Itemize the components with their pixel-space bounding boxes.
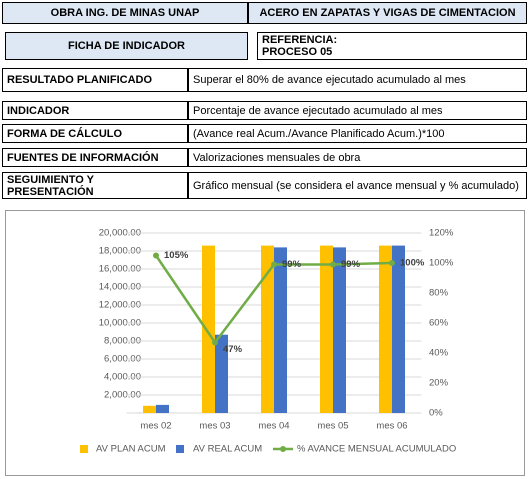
- legend-label: AV REAL ACUM: [193, 444, 262, 455]
- y-tick-label: 6,000.00: [104, 354, 141, 365]
- y-tick-label: 14,000.00: [99, 282, 141, 293]
- x-tick-label: mes 05: [317, 421, 348, 432]
- bar: [202, 245, 215, 413]
- line-marker: [389, 260, 395, 266]
- x-tick-label: mes 04: [258, 421, 289, 432]
- legend-label: % AVANCE MENSUAL ACUMULADO: [297, 444, 456, 455]
- title: ACERO EN ZAPATAS Y VIGAS DE CIMENTACION: [248, 2, 527, 24]
- y2-tick-label: 120%: [429, 228, 454, 239]
- row-value: Superar el 80% de avance ejecutado acumu…: [188, 68, 527, 92]
- y2-tick-label: 0%: [429, 408, 443, 419]
- y2-tick-label: 20%: [429, 378, 449, 389]
- y2-tick-label: 60%: [429, 318, 449, 329]
- bar: [261, 245, 274, 413]
- y-tick-label: 8,000.00: [104, 336, 141, 347]
- y2-tick-label: 100%: [429, 258, 454, 269]
- y-tick-label: 2,000.00: [104, 390, 141, 401]
- row-value: (Avance real Acum./Avance Planificado Ac…: [188, 124, 527, 143]
- x-tick-label: mes 02: [140, 421, 171, 432]
- row-label: RESULTADO PLANIFICADO: [2, 68, 188, 92]
- x-tick-label: mes 06: [376, 421, 407, 432]
- bar: [274, 247, 287, 413]
- data-label: 105%: [164, 250, 189, 261]
- y-tick-label: 16,000.00: [99, 264, 141, 275]
- data-label: 99%: [341, 259, 361, 270]
- bar: [379, 245, 392, 413]
- line-marker: [330, 261, 336, 268]
- y-tick-label: 20,000.00: [99, 228, 141, 239]
- line-marker: [271, 261, 277, 268]
- chart: -2,000.004,000.006,000.008,000.0010,000.…: [5, 210, 525, 476]
- bar: [215, 334, 228, 413]
- legend-label: AV PLAN ACUM: [96, 444, 166, 455]
- bar: [392, 245, 405, 413]
- y2-tick-label: 40%: [429, 348, 449, 359]
- bar: [320, 245, 333, 413]
- y-tick-label: 18,000.00: [99, 246, 141, 257]
- legend-key: [80, 445, 88, 453]
- line-marker: [212, 339, 218, 346]
- row-value: Gráfico mensual (se considera el avance …: [188, 172, 527, 199]
- y-tick-label: 4,000.00: [104, 372, 141, 383]
- data-label: 99%: [282, 259, 302, 270]
- y2-tick-label: 80%: [429, 288, 449, 299]
- row-label: FORMA DE CÁLCULO: [2, 124, 188, 143]
- reference: PROCESO 05: [262, 46, 333, 58]
- data-label: 100%: [400, 258, 425, 269]
- reference-label: REFERENCIA:: [262, 34, 338, 46]
- bar: [333, 247, 346, 413]
- row-label: INDICADOR: [2, 101, 188, 120]
- y-tick-label: 12,000.00: [99, 300, 141, 311]
- x-tick-label: mes 03: [199, 421, 230, 432]
- row-label: FUENTES DE INFORMACIÓN: [2, 148, 188, 167]
- row-label: SEGUIMIENTO Y PRESENTACIÓN: [2, 172, 188, 199]
- project: OBRA ING. DE MINAS UNAP: [2, 2, 248, 24]
- legend-key: [280, 446, 286, 452]
- form-title: FICHA DE INDICADOR: [5, 32, 248, 60]
- bar: [143, 405, 156, 413]
- line-marker: [153, 252, 159, 259]
- row-value: Valorizaciones mensuales de obra: [188, 148, 527, 167]
- bar: [156, 404, 169, 413]
- reference-box: REFERENCIA: PROCESO 05: [257, 32, 527, 60]
- data-label: 47%: [223, 344, 243, 355]
- y-tick-label: 10,000.00: [99, 318, 141, 329]
- legend-key: [176, 445, 184, 453]
- row-value: Porcentaje de avance ejecutado acumulado…: [188, 101, 527, 120]
